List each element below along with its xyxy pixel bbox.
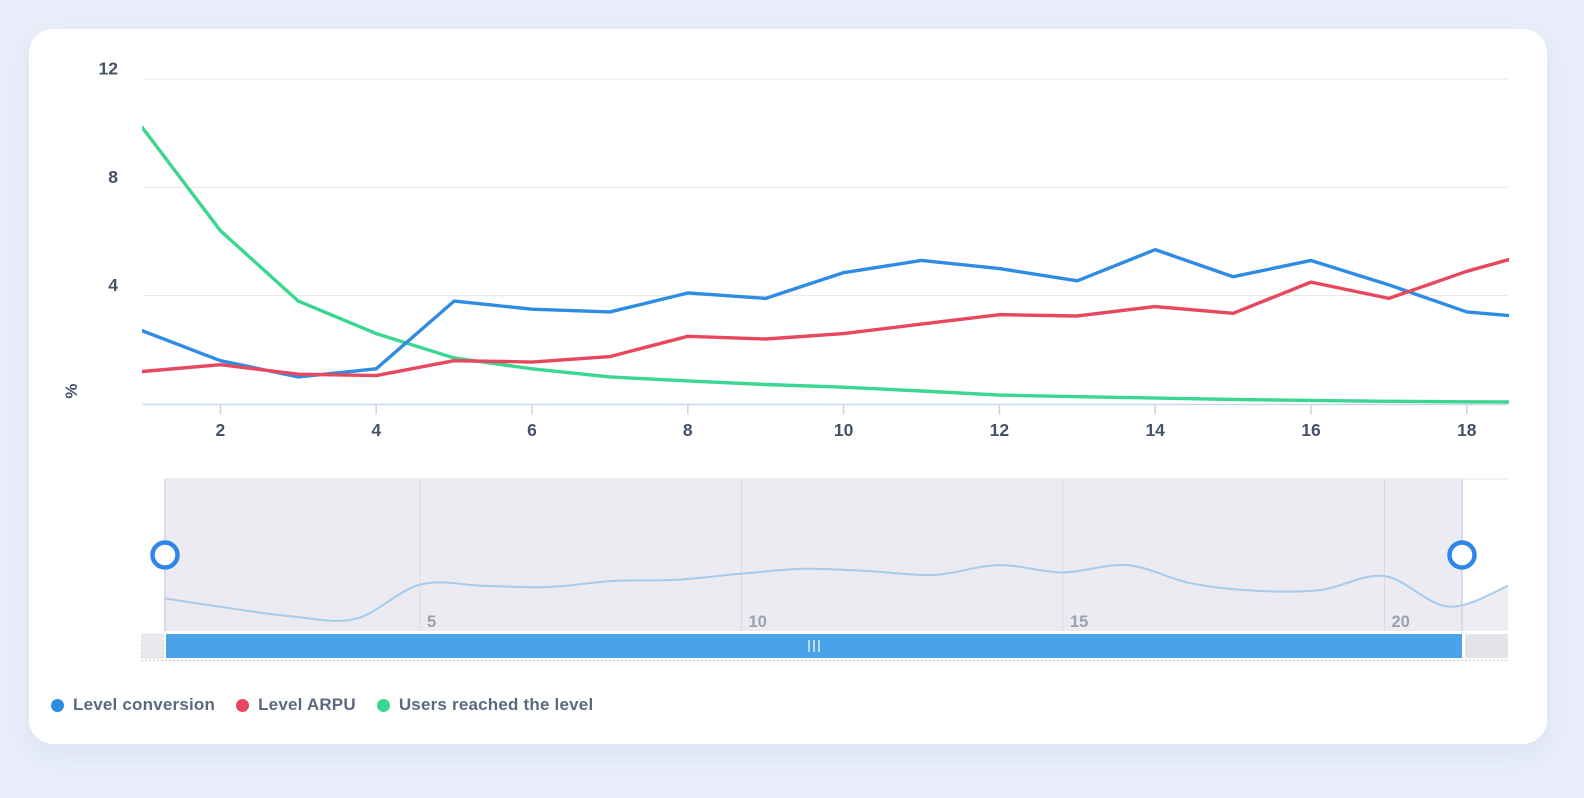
legend-label: Users reached the level [398, 695, 594, 714]
y-tick-label: 4 [108, 275, 118, 295]
x-tick-label: 14 [1145, 420, 1165, 440]
navigator-handle-right[interactable] [1447, 540, 1477, 570]
level-conversion-line[interactable] [142, 247, 1545, 379]
navigator-tick-label: 15 [1070, 613, 1088, 631]
legend-label: Level conversion [73, 695, 216, 714]
legend-label: Level ARPU [258, 695, 356, 714]
x-tick-label: 10 [834, 420, 854, 440]
navigator-series-line [164, 563, 1508, 622]
users-reached-line[interactable] [142, 126, 1545, 404]
x-tick-label: 6 [527, 420, 537, 440]
legend-item-level-conversion[interactable]: Level conversion [51, 695, 215, 715]
scrollbar-right-track[interactable] [1465, 634, 1508, 658]
level-conversion-dot-icon [51, 698, 64, 712]
level-arpu-dot-icon [236, 698, 250, 712]
navigator-tick-label: 10 [749, 613, 767, 631]
x-tick-label: 16 [1301, 420, 1321, 440]
navigator-tick-label: 5 [427, 613, 436, 631]
navigator-tick-label: 20 [1392, 613, 1410, 631]
x-tick-label: 12 [990, 420, 1010, 440]
legend: Level conversion Level ARPU Users reache… [51, 692, 593, 718]
x-tick-label: 4 [371, 420, 381, 440]
users-reached-dot-icon [376, 698, 390, 712]
y-axis-title: % [62, 383, 81, 399]
x-tick-label: 2 [216, 420, 226, 440]
navigator-handle-left[interactable] [150, 540, 180, 570]
scrollbar-left-button[interactable] [141, 633, 164, 659]
level-arpu-line[interactable] [142, 250, 1545, 378]
legend-item-level-arpu[interactable]: Level ARPU [236, 695, 356, 715]
legend-item-users-reached[interactable]: Users reached the level [376, 695, 594, 715]
x-tick-label: 18 [1457, 420, 1477, 440]
x-tick-label: 8 [683, 420, 693, 440]
navigator: 5 10 15 20 [150, 478, 1508, 631]
scrollbar [141, 633, 1508, 662]
y-tick-label: 12 [99, 59, 119, 79]
navigator-selected-range[interactable] [165, 479, 1462, 631]
main-chart: 4 8 12 2 4 6 8 10 12 14 16 18 [99, 59, 1545, 440]
y-tick-label: 8 [108, 167, 118, 187]
